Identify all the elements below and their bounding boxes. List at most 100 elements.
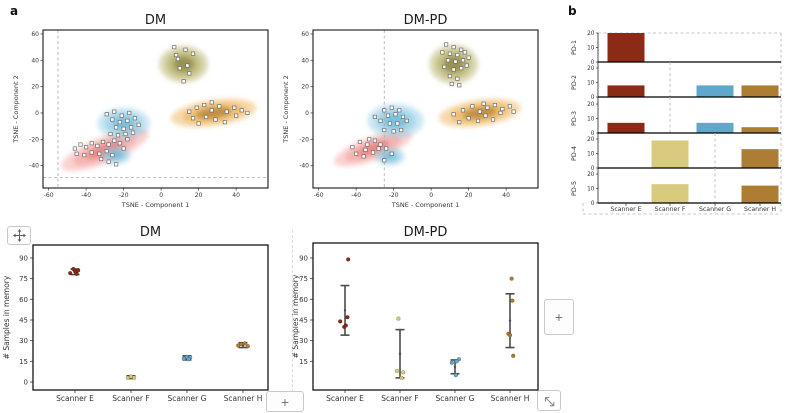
y-tick-label: 20 (587, 102, 595, 108)
y-axis-label: TSNE - Component 2 (12, 75, 20, 143)
y-tick-label: 0 (305, 110, 309, 117)
y-tick-label: 40 (301, 57, 309, 64)
x-axis-label: TSNE - Component 1 (391, 201, 459, 209)
y-tick-label: 10 (587, 152, 595, 158)
y-tick-label: 90 (299, 254, 308, 262)
y-axis-label: # Samples in memory (2, 275, 11, 359)
x-tick-label: -40 (351, 192, 361, 199)
row-label: PD-5 (571, 181, 578, 196)
y-tick-label: 0 (591, 95, 595, 101)
row-label: PD-1 (571, 40, 578, 55)
x-tick-label: 40 (502, 192, 510, 199)
y-tick-label: 40 (31, 57, 39, 64)
strip-group-scanner-h (505, 276, 516, 393)
strip-group-scanner-f (125, 374, 137, 393)
y-tick-label: 0 (591, 201, 595, 207)
add-plot-button-bottom[interactable]: + (266, 391, 304, 412)
y-tick-label: 75 (19, 275, 28, 283)
plot-title: DM (145, 13, 166, 28)
y-tick-label: -40 (299, 163, 309, 170)
x-tick-label: 0 (159, 192, 163, 199)
strip-group-scanner-g (181, 354, 193, 393)
x-tick-label: Scanner F (112, 394, 149, 403)
strip-group-scanner-h (236, 341, 250, 393)
y-tick-label: 0 (591, 60, 595, 66)
strip-group-scanner-e (68, 266, 81, 393)
x-tick-label: Scanner E (56, 394, 94, 403)
plus-icon: + (554, 309, 564, 325)
bar-row-pd-1: 0 10 20 PD-1 (571, 31, 781, 66)
tsne-plot-dm[interactable]: DM -60 -40 -20 0 20 40 -40 -20 0 20 40 60 TSNE - Comp… (8, 13, 290, 220)
y-tick-label: 60 (31, 31, 39, 38)
y-tick-label: 0 (35, 110, 39, 117)
axes: 15 30 45 60 75 90 (299, 254, 313, 366)
y-tick-label: 60 (301, 31, 309, 38)
axes: -60 -40 -20 0 20 40 -40 -20 0 20 40 60 (29, 31, 240, 199)
y-tick-label: 45 (299, 316, 308, 324)
cluster-blob-blue (101, 145, 132, 165)
memory-bars-panel[interactable]: 0 10 20 PD-1 0 10 20 PD-2 0 10 20 PD-3 0 10 20 PD-4 0 10 2… (565, 0, 787, 230)
x-tick-label: Scanner E (610, 206, 641, 213)
pan-tool-button[interactable] (7, 226, 31, 245)
samples-strip-plot-dm-pd[interactable]: DM-PD 15 30 45 60 75 90 Scanner E Scanner F Scann… (290, 222, 580, 413)
y-tick-label: 15 (299, 358, 308, 366)
x-tick-label: Scanner E (326, 394, 364, 403)
bar-row-pd-5: 0 10 20 PD-5 (571, 168, 781, 213)
y-tick-label: 45 (19, 316, 28, 324)
panel-b-label: b (568, 4, 577, 18)
x-tick-label: Scanner G (436, 394, 475, 403)
resize-handle-button[interactable] (537, 390, 561, 411)
y-tick-label: 30 (19, 337, 28, 345)
y-tick-label: 0 (591, 131, 595, 137)
resize-diagonal-icon (544, 396, 555, 406)
y-tick-label: 20 (587, 137, 595, 143)
y-tick-label: 20 (31, 84, 39, 91)
y-tick-label: 30 (299, 337, 308, 345)
y-tick-label: 10 (587, 117, 595, 123)
plus-icon: + (280, 393, 290, 410)
plot-title: DM (140, 225, 161, 240)
scatter-points (350, 42, 516, 163)
cluster-blob-olive (429, 44, 478, 84)
row-label: PD-3 (571, 111, 578, 126)
y-tick-label: 0 (24, 379, 28, 387)
x-tick-label: 0 (429, 192, 433, 199)
x-tick-label: Scanner H (491, 394, 530, 403)
strip-group-scanner-g (449, 357, 462, 393)
move-icon (12, 229, 26, 242)
y-axis-label: # Samples in memory (291, 274, 300, 358)
row-label: PD-4 (571, 146, 578, 161)
tsne-plot-dm-pd[interactable]: DM-PD -60 -40 -20 0 20 40 -40 -20 0 20 40 60 TSNE - C… (278, 13, 560, 220)
x-tick-label: Scanner G (168, 394, 207, 403)
scatter-points (72, 45, 250, 167)
y-tick-label: 10 (587, 81, 595, 87)
x-tick-label: 20 (465, 192, 473, 199)
y-tick-label: 20 (301, 84, 309, 91)
x-tick-label: Scanner H (224, 394, 263, 403)
cluster-blob-orange (170, 98, 257, 128)
panel-a-label: a (10, 4, 19, 18)
y-tick-label: 10 (587, 187, 595, 193)
bar-row-pd-2: 0 10 20 PD-2 (571, 62, 781, 101)
strip-group-scanner-e (338, 257, 351, 393)
x-tick-label: -60 (44, 192, 54, 199)
y-tick-label: 90 (19, 254, 28, 262)
x-tick-label: Scanner F (381, 394, 418, 403)
axes: 0 15 30 45 60 75 90 (19, 254, 33, 387)
x-tick-label: 20 (195, 192, 203, 199)
x-axis-label: TSNE - Component 1 (121, 201, 189, 209)
bar-row-pd-4: 0 10 20 PD-4 (571, 133, 781, 172)
row-label: PD-2 (571, 75, 578, 90)
y-tick-label: -40 (29, 163, 39, 170)
plot-title: DM-PD (404, 225, 448, 240)
add-plot-button-right[interactable]: + (544, 299, 574, 335)
y-axis-label: TSNE - Component 2 (282, 75, 290, 143)
y-tick-label: 20 (587, 66, 595, 72)
samples-strip-plot-dm[interactable]: DM 0 15 30 45 60 75 90 Scanner E Scanner F Scanner… (0, 222, 290, 413)
cluster-blob-blue (367, 103, 424, 138)
x-tick-label: -60 (314, 192, 324, 199)
y-tick-label: 20 (587, 172, 595, 178)
y-tick-label: 60 (19, 296, 28, 304)
panel-divider (292, 230, 293, 412)
